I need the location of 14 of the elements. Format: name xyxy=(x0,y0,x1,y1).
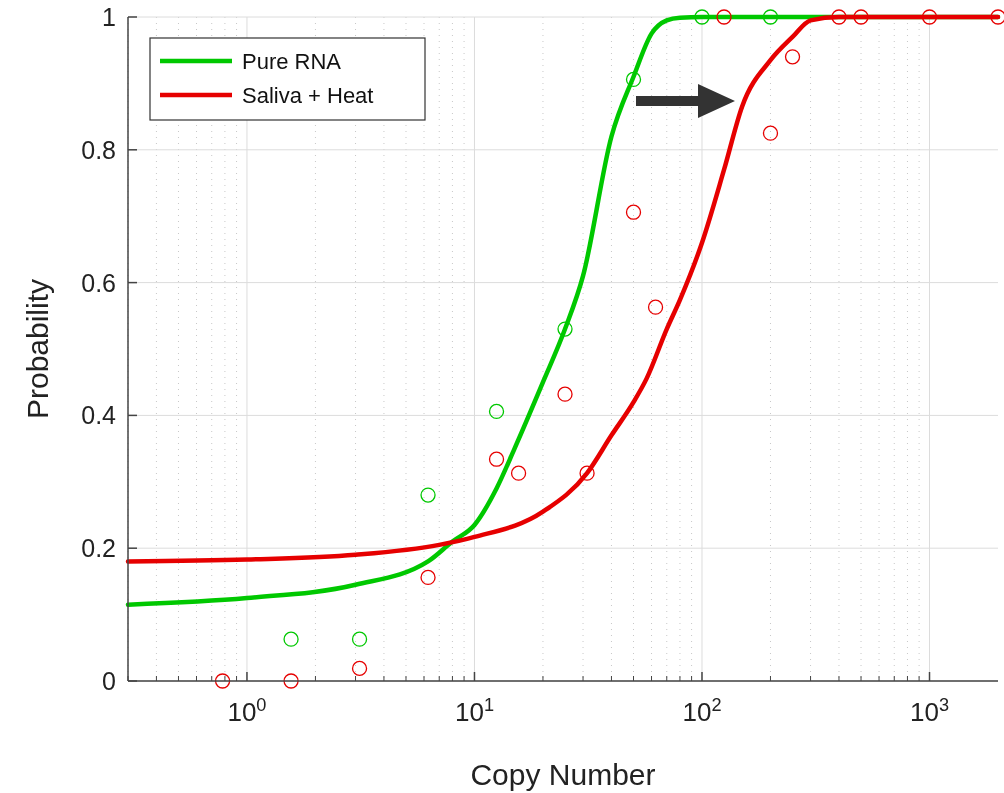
x-tick-label: 10$^{0}$ xyxy=(227,695,267,727)
x-tick-label: 10$^{3}$ xyxy=(909,695,950,727)
legend-label: Saliva + Heat xyxy=(242,83,374,108)
y-tick-label: 0 xyxy=(102,667,116,695)
y-tick-label: 0.2 xyxy=(81,534,116,563)
x-tick-label: 10$^{2}$ xyxy=(682,695,722,727)
x-axis-title: Copy Number xyxy=(470,758,656,791)
y-tick-label: 0.4 xyxy=(81,401,117,430)
legend-label: Pure RNA xyxy=(242,49,342,74)
y-tick-label: 0.8 xyxy=(81,135,116,164)
y-tick-label: 1 xyxy=(102,3,116,31)
y-axis-title: Probability xyxy=(21,278,54,420)
x-tick-label: 10$^{1}$ xyxy=(454,695,494,727)
y-tick-label: 0.6 xyxy=(81,268,116,297)
